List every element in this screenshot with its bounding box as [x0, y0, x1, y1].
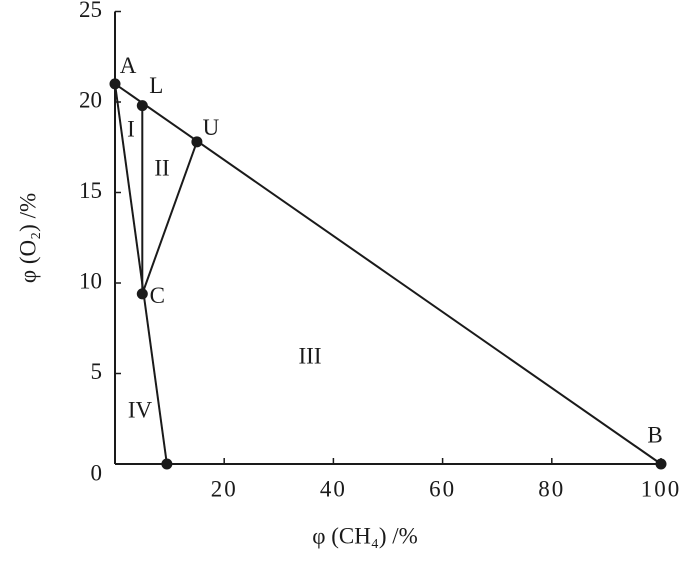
x-tick-label: 80	[538, 476, 565, 501]
y-tick-label: 5	[91, 359, 103, 384]
point-label: L	[149, 73, 163, 98]
y-tick-label: 0	[91, 460, 103, 485]
x-tick-label: 40	[320, 476, 347, 501]
region-label: IV	[128, 397, 153, 422]
y-tick-label: 20	[79, 87, 102, 112]
point	[136, 288, 148, 300]
point	[191, 136, 203, 148]
x-axis-label: φ (CH₄) /%	[312, 523, 418, 548]
region-label: II	[154, 155, 169, 180]
boundary-line	[141, 141, 198, 295]
x-tick-label: 100	[641, 476, 682, 501]
y-tick-label: 25	[79, 0, 102, 22]
point	[109, 78, 121, 90]
boundary-line	[114, 83, 168, 465]
x-tick-label: 60	[429, 476, 456, 501]
y-tick-label: 15	[79, 178, 102, 203]
region-label: I	[127, 116, 135, 141]
point-label: A	[120, 53, 137, 78]
point	[136, 100, 148, 112]
point-label: C	[150, 283, 165, 308]
y-tick-label: 10	[79, 268, 102, 293]
point-label: B	[647, 422, 662, 447]
point	[161, 458, 173, 470]
x-tick-label: 20	[211, 476, 238, 501]
point	[655, 458, 667, 470]
region-label: III	[299, 343, 322, 368]
y-axis-label: φ (O₂) /%	[15, 193, 40, 283]
point-label: U	[203, 115, 220, 140]
boundary-line	[114, 83, 662, 465]
